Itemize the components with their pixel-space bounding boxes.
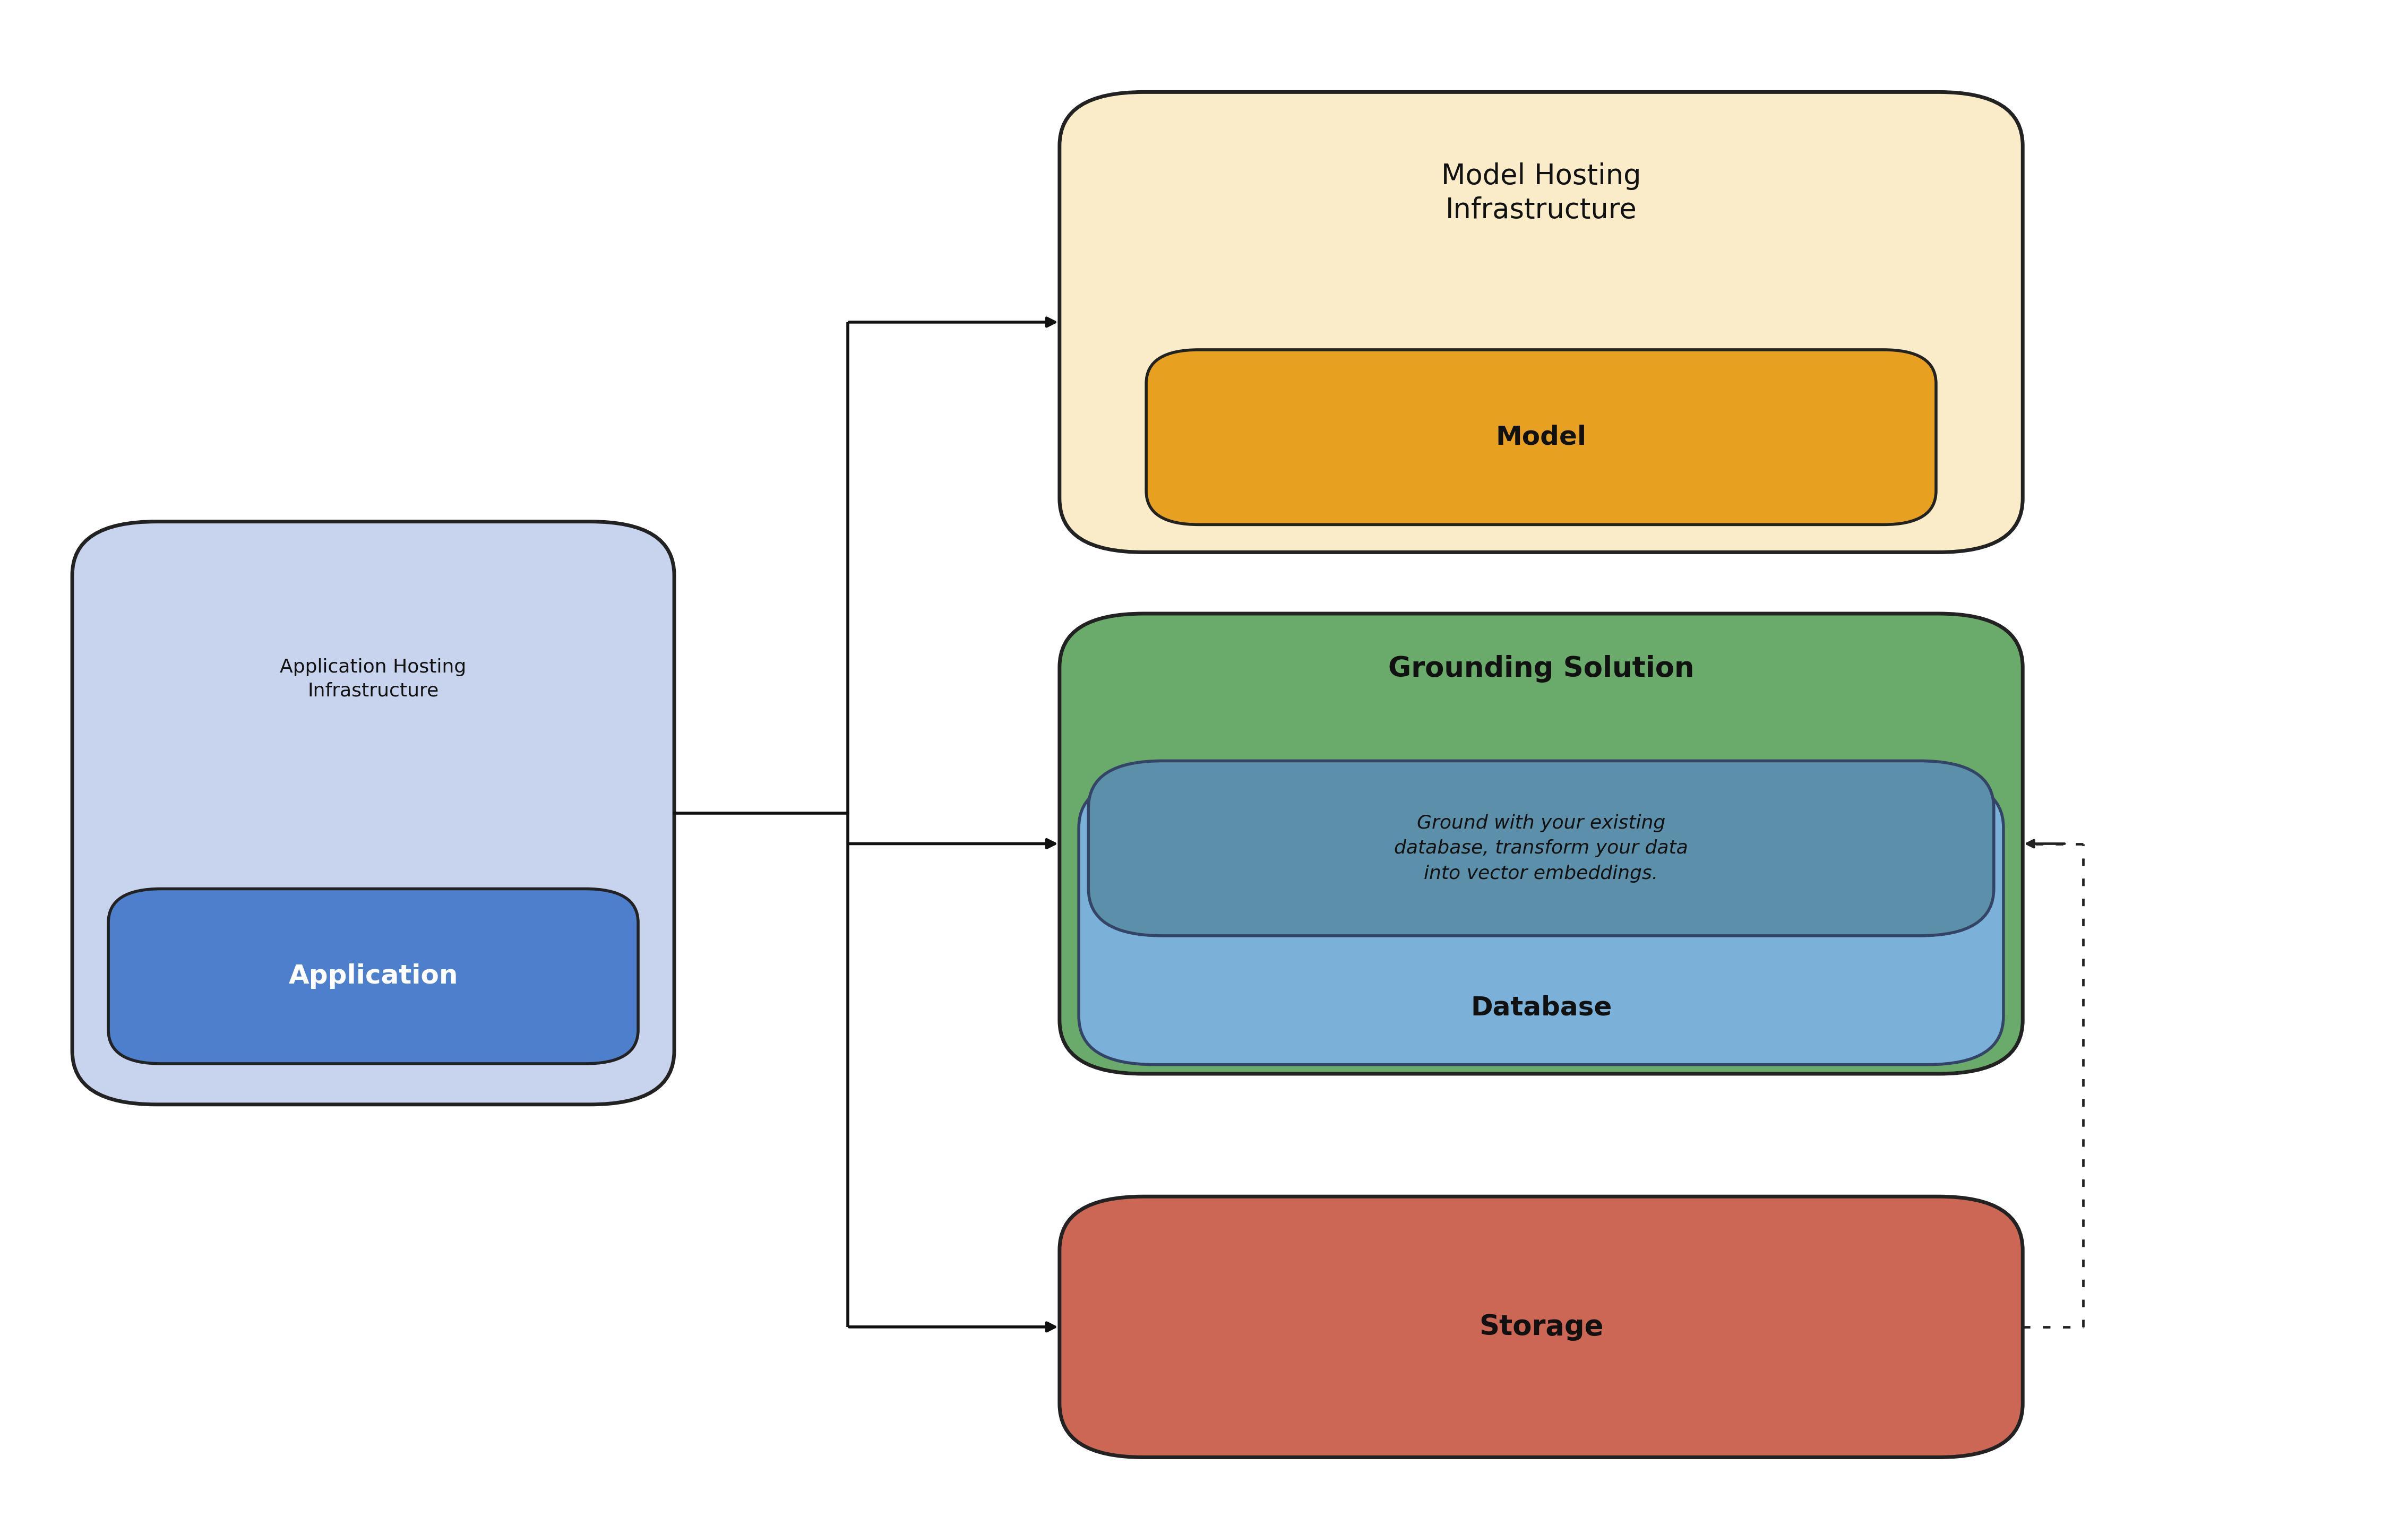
FancyBboxPatch shape bbox=[108, 888, 638, 1063]
FancyBboxPatch shape bbox=[1079, 779, 2003, 1065]
Text: Application: Application bbox=[289, 963, 458, 989]
Text: Model Hosting
Infrastructure: Model Hosting Infrastructure bbox=[1440, 163, 1642, 224]
Text: Model: Model bbox=[1495, 425, 1587, 449]
FancyBboxPatch shape bbox=[1060, 1197, 2023, 1457]
Text: Ground with your existing
database, transform your data
into vector embeddings.: Ground with your existing database, tran… bbox=[1394, 815, 1688, 882]
FancyBboxPatch shape bbox=[72, 522, 674, 1104]
FancyBboxPatch shape bbox=[1060, 614, 2023, 1074]
Text: Storage: Storage bbox=[1479, 1313, 1604, 1341]
FancyBboxPatch shape bbox=[1088, 761, 1994, 936]
Text: Grounding Solution: Grounding Solution bbox=[1387, 655, 1695, 683]
Text: Application Hosting
Infrastructure: Application Hosting Infrastructure bbox=[279, 658, 467, 700]
FancyBboxPatch shape bbox=[1146, 350, 1936, 525]
Text: Database: Database bbox=[1471, 994, 1611, 1020]
FancyBboxPatch shape bbox=[1060, 92, 2023, 552]
